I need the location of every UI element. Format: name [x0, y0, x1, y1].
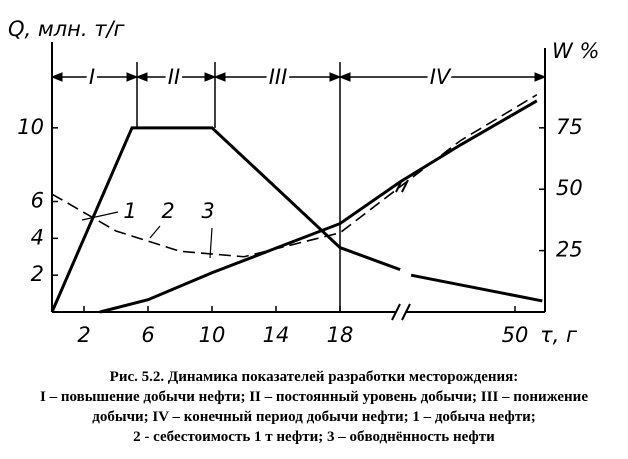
period-label: III — [269, 65, 288, 89]
x-tick-label: 18 — [327, 323, 354, 347]
y2-tick-label: 25 — [556, 238, 583, 262]
y-tick-label: 4 — [31, 225, 44, 249]
y-axis-label: Q, млн. т/г — [8, 17, 126, 41]
series-line — [51, 93, 538, 258]
axes — [50, 42, 547, 321]
curve-label: 3 — [201, 199, 214, 223]
curve-label: 1 — [123, 199, 136, 223]
curve-label: 2 — [161, 199, 174, 223]
period-arrows — [50, 72, 547, 82]
x-tick-label: 14 — [263, 323, 290, 347]
caption-line: 2 - себестоимость 1 т нефти; 3 – обводнё… — [133, 429, 495, 445]
y2-tick-label: 75 — [556, 115, 583, 139]
axis-break — [391, 303, 411, 321]
period-label: I — [89, 65, 95, 89]
y-tick-label: 2 — [31, 262, 44, 286]
y-tick-label: 10 — [17, 115, 44, 139]
period-label: II — [168, 65, 180, 89]
series-line — [99, 99, 538, 314]
x-tick-label: 6 — [141, 323, 154, 347]
y-tick-label: 6 — [31, 189, 44, 213]
x-axis-label: τ, г — [540, 323, 578, 347]
caption-line: добычи; IV – конечный период добычи нефт… — [92, 409, 535, 425]
caption-line: Рис. 5.2. Динамика показателей разработк… — [110, 369, 519, 385]
curve-leaders — [81, 211, 213, 259]
x-tick-label: 50 — [502, 323, 529, 347]
caption-line: I – повышение добычи нефти; II – постоян… — [40, 389, 588, 405]
period-label: IV — [430, 65, 452, 89]
x-tick-label: 2 — [77, 323, 90, 347]
y2-tick-label: 50 — [556, 176, 583, 200]
series-line — [50, 126, 543, 313]
x-tick-label: 10 — [199, 323, 226, 347]
y2-axis-label: W % — [552, 39, 599, 63]
